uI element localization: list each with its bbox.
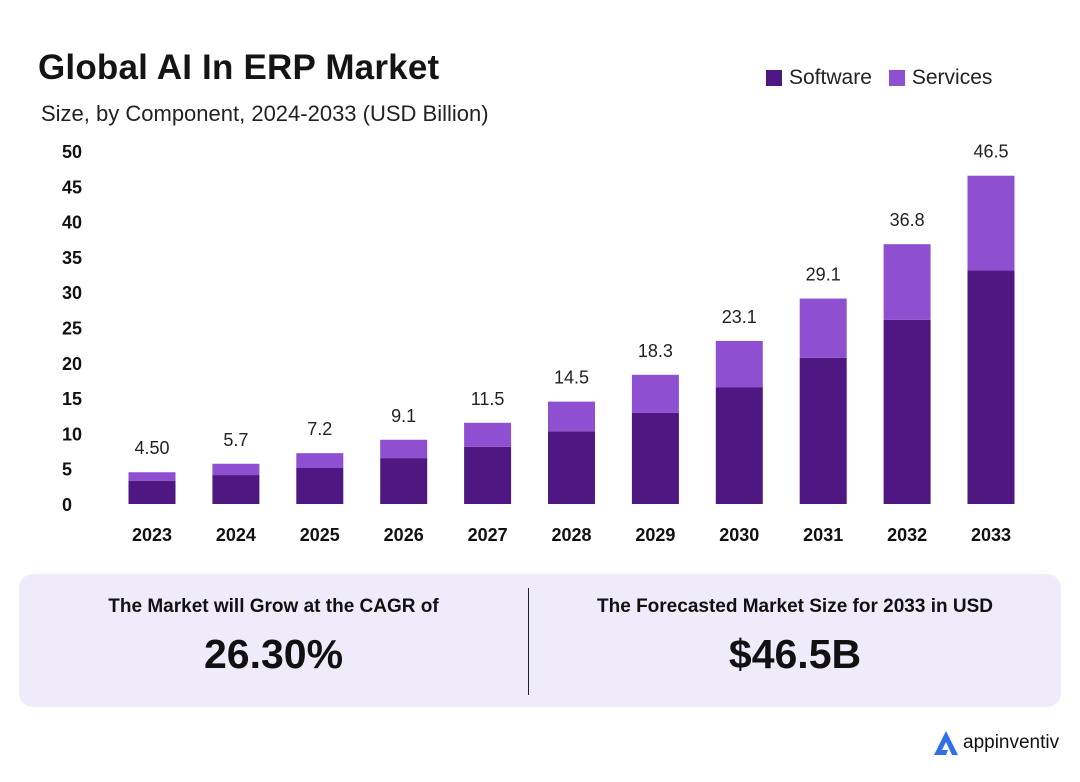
x-tick-label: 2032 — [887, 525, 927, 545]
y-tick-label: 40 — [62, 213, 82, 233]
bar-services-2024 — [212, 463, 260, 476]
y-tick-label: 50 — [62, 142, 82, 162]
bar-services-2026 — [380, 439, 428, 459]
total-label: 36.8 — [890, 210, 925, 230]
appinventiv-logo-icon — [934, 731, 958, 755]
forecast-label: The Forecasted Market Size for 2033 in U… — [597, 596, 993, 617]
bar-services-2027 — [464, 422, 512, 447]
legend-swatch-software — [766, 70, 782, 86]
forecast-stat: The Forecasted Market Size for 2033 in U… — [529, 574, 1061, 707]
x-tick-label: 2028 — [551, 525, 591, 545]
x-tick-label: 2029 — [635, 525, 675, 545]
total-label: 7.2 — [307, 419, 332, 439]
bar-services-2030 — [715, 340, 763, 388]
bar-software-2027 — [464, 446, 512, 504]
bar-software-2033 — [967, 270, 1015, 504]
y-tick-label: 45 — [62, 177, 82, 197]
bar-services-2029 — [631, 374, 679, 413]
x-tick-label: 2023 — [132, 525, 172, 545]
x-tick-label: 2033 — [971, 525, 1011, 545]
total-label: 5.7 — [223, 430, 248, 450]
x-tick-label: 2031 — [803, 525, 843, 545]
bar-software-2030 — [715, 387, 763, 504]
y-tick-label: 35 — [62, 248, 82, 268]
legend-label-services: Services — [911, 66, 993, 89]
total-label: 4.50 — [134, 438, 169, 458]
legend-item-software: Software — [766, 66, 872, 90]
total-label: 23.1 — [722, 307, 757, 327]
legend-label-software: Software — [789, 66, 872, 89]
bar-services-2031 — [799, 298, 847, 358]
brand-name: appinventiv — [963, 732, 1060, 753]
bar-software-2031 — [799, 357, 847, 504]
bar-services-2033 — [967, 175, 1015, 271]
legend-swatch-services — [888, 70, 905, 86]
bar-software-2032 — [883, 319, 931, 504]
bar-services-2028 — [548, 401, 595, 432]
total-label: 29.1 — [806, 265, 841, 285]
x-tick-label: 2025 — [300, 525, 340, 545]
stats-panel: The Market will Grow at the CAGR of 26.3… — [19, 574, 1061, 707]
bar-chart: 051015202530354045504.5020235.720247.220… — [62, 142, 1015, 545]
y-tick-label: 30 — [62, 283, 82, 303]
x-tick-label: 2030 — [719, 525, 759, 545]
cagr-value: 26.30% — [203, 631, 344, 677]
x-tick-label: 2024 — [216, 525, 256, 545]
x-tick-label: 2027 — [468, 525, 508, 545]
y-tick-label: 25 — [62, 319, 82, 339]
bar-software-2026 — [380, 458, 428, 504]
bar-services-2023 — [128, 472, 176, 481]
bar-services-2032 — [883, 244, 931, 320]
cagr-label: The Market will Grow at the CAGR of — [108, 596, 439, 617]
bar-services-2025 — [296, 453, 344, 468]
total-label: 46.5 — [973, 142, 1008, 162]
bar-software-2024 — [212, 475, 260, 504]
x-tick-label: 2026 — [384, 525, 424, 545]
total-label: 18.3 — [638, 341, 673, 361]
y-tick-label: 0 — [62, 495, 72, 515]
chart-title: Global AI In ERP Market — [38, 48, 440, 87]
y-tick-label: 10 — [62, 424, 82, 444]
y-tick-label: 5 — [62, 460, 72, 480]
bar-software-2028 — [548, 431, 595, 504]
total-label: 9.1 — [391, 406, 416, 426]
bar-software-2023 — [128, 480, 176, 504]
cagr-stat: The Market will Grow at the CAGR of 26.3… — [19, 574, 528, 707]
total-label: 11.5 — [471, 389, 505, 409]
chart-subtitle: Size, by Component, 2024-2033 (USD Billi… — [41, 101, 489, 126]
bar-software-2029 — [631, 412, 679, 504]
forecast-value: $46.5B — [728, 631, 862, 677]
bar-software-2025 — [296, 467, 344, 504]
brand: appinventiv — [933, 730, 1059, 756]
y-tick-label: 20 — [62, 354, 82, 374]
total-label: 14.5 — [554, 368, 589, 388]
y-tick-label: 15 — [62, 389, 82, 409]
legend: Software Services — [766, 66, 1009, 90]
legend-item-services: Services — [888, 66, 993, 90]
stats-divider — [528, 588, 529, 695]
